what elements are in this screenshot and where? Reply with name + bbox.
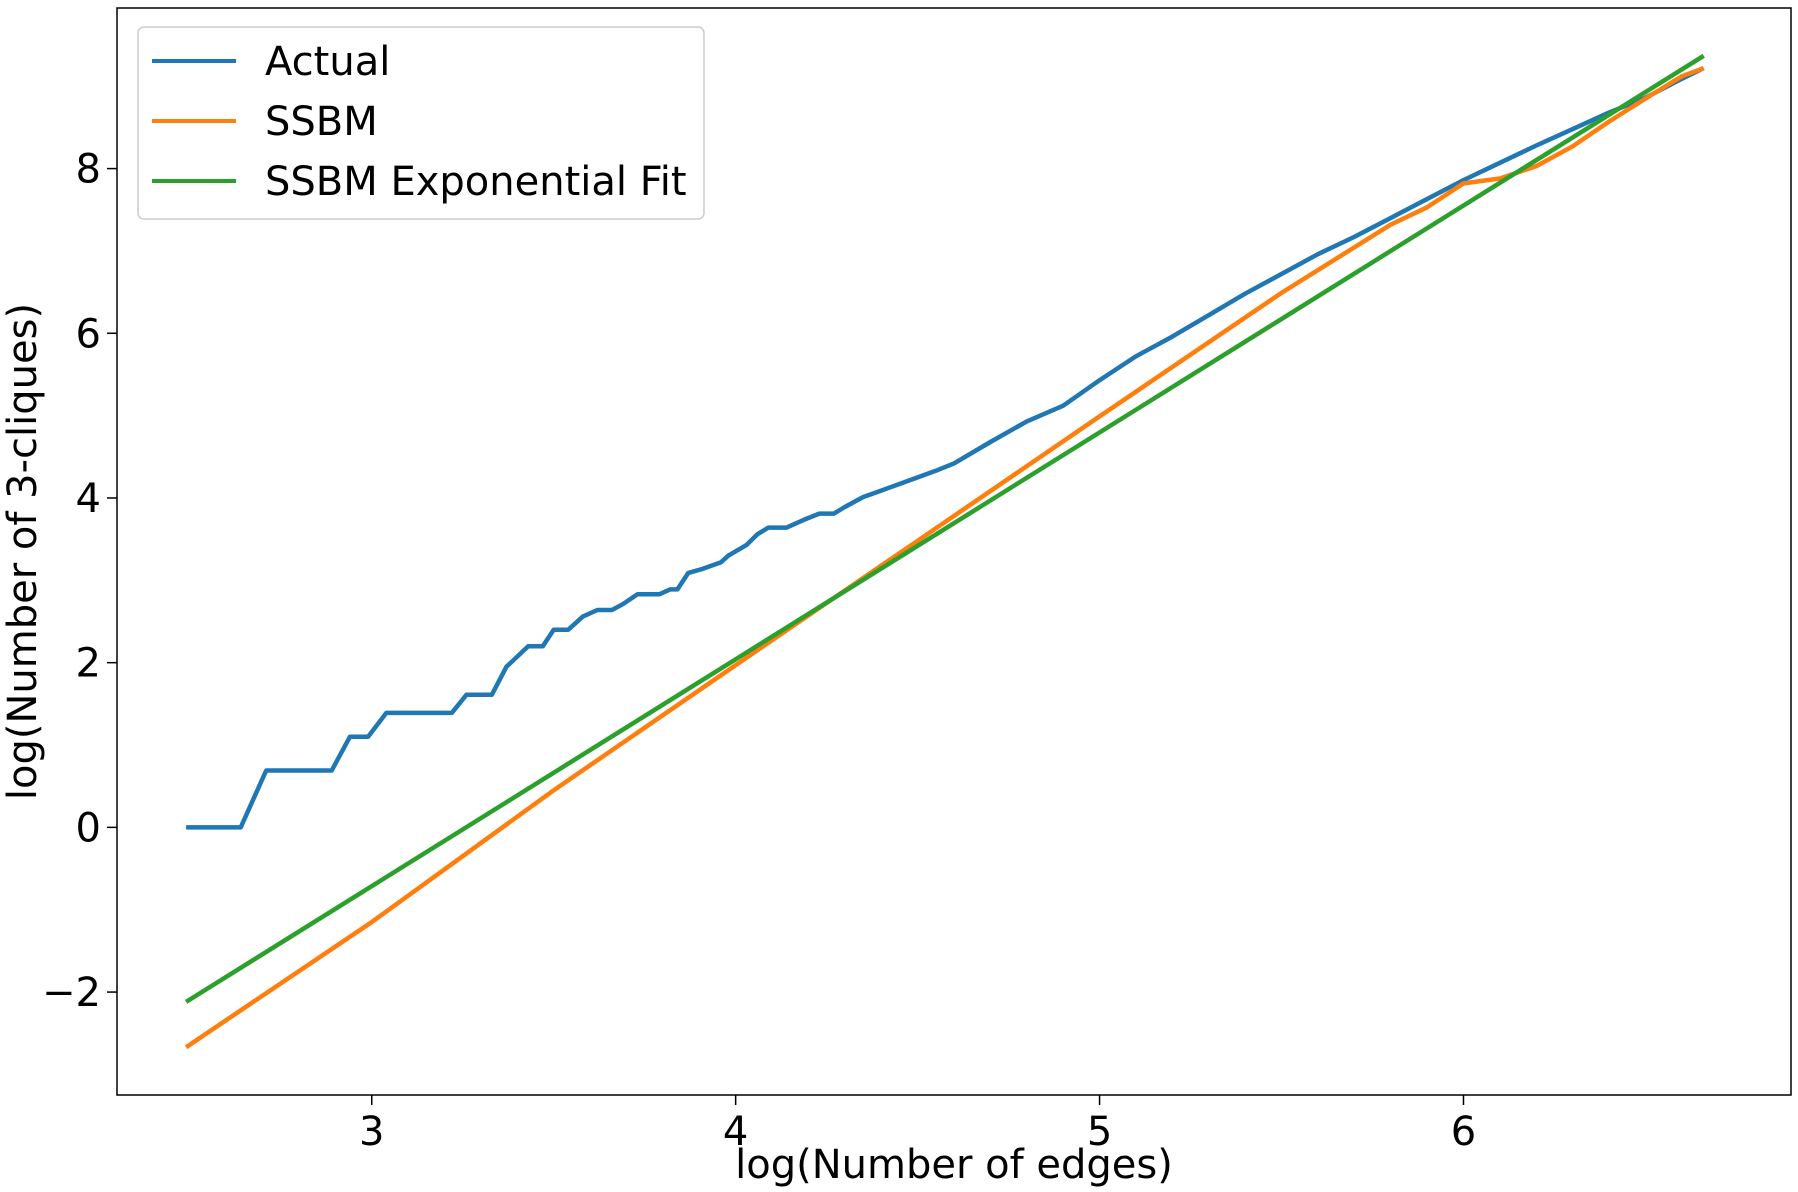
y-tick-label: 2 <box>76 641 101 687</box>
plot-area <box>184 53 1705 1050</box>
y-tick-label: 8 <box>76 147 101 193</box>
legend-label-ssbm: SSBM <box>265 99 378 145</box>
y-tick-label: 0 <box>76 805 101 851</box>
series-line-ssbm <box>184 65 1705 1050</box>
x-tick-label: 5 <box>1087 1109 1112 1155</box>
series-line-actual <box>186 66 1705 830</box>
y-tick-label: 4 <box>76 476 101 522</box>
y-axis-label: log(Number of 3-cliques) <box>0 303 46 800</box>
legend: Actual SSBM SSBM Exponential Fit <box>137 26 705 220</box>
x-axis: 3 4 5 6 <box>359 1095 1476 1155</box>
legend-box <box>137 26 705 220</box>
legend-label-ssbm-exponential-fit: SSBM Exponential Fit <box>265 159 687 205</box>
y-tick-label: 6 <box>76 311 101 357</box>
y-axis: −2 0 2 4 6 8 <box>42 147 117 1016</box>
legend-label-actual: Actual <box>265 39 390 85</box>
x-tick-label: 3 <box>359 1109 384 1155</box>
series-line-ssbm-exponential-fit <box>184 53 1705 1004</box>
y-tick-label: −2 <box>42 970 101 1016</box>
x-tick-label: 4 <box>723 1109 748 1155</box>
x-tick-label: 6 <box>1451 1109 1476 1155</box>
x-axis-label: log(Number of edges) <box>735 1142 1173 1188</box>
plot-frame <box>116 7 1792 1096</box>
